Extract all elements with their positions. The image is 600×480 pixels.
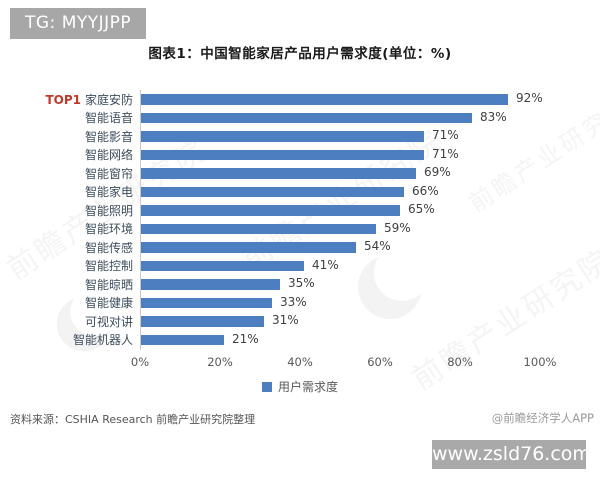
value-label: 71% <box>432 146 459 161</box>
x-tick-label: 0% <box>130 355 150 369</box>
bar-track: 59% <box>140 220 570 239</box>
bar-track: 71% <box>140 127 570 146</box>
bar-row: 智能网络 71% <box>0 146 600 165</box>
bar-track: 21% <box>140 331 570 350</box>
bar-track: 54% <box>140 238 570 257</box>
category-label: 智能健康 <box>84 296 133 311</box>
y-axis-line <box>140 90 141 350</box>
x-tick-label: 60% <box>367 355 393 369</box>
top1-tag: TOP1 <box>45 92 81 107</box>
bar-row: 智能控制 41% <box>0 257 600 276</box>
tg-watermark-badge: TG: MYYJJPP <box>10 8 147 39</box>
bar-row: 智能影音 71% <box>0 127 600 146</box>
category-label: 智能网络 <box>84 148 133 163</box>
category-label: 智能家电 <box>84 185 133 200</box>
bar-row: 智能语音 83% <box>0 109 600 128</box>
value-label: 21% <box>232 331 259 346</box>
category-label: 智能照明 <box>84 203 133 218</box>
value-label: 33% <box>280 294 307 309</box>
bar <box>140 186 404 197</box>
category-label: 智能影音 <box>84 129 133 144</box>
category-label: 智能机器人 <box>72 333 133 348</box>
bar-track: 66% <box>140 183 570 202</box>
bar-track: 41% <box>140 257 570 276</box>
bar-row: 智能家电 66% <box>0 183 600 202</box>
bar-track: 69% <box>140 164 570 183</box>
category-label: 智能传感 <box>84 240 133 255</box>
category-label: 智能控制 <box>84 259 133 274</box>
category-label: 智能窗帘 <box>84 166 133 181</box>
x-tick-label: 40% <box>287 355 313 369</box>
bar <box>140 94 508 105</box>
value-label: 92% <box>516 91 543 105</box>
category-label: 可视对讲 <box>84 314 133 329</box>
credit-note: @前瞻经济学人APP <box>491 411 594 425</box>
value-label: 65% <box>408 202 435 216</box>
bar-row: 智能环境 59% <box>0 220 600 239</box>
bar <box>140 242 356 253</box>
bar-track: 65% <box>140 201 570 220</box>
value-label: 59% <box>384 220 411 235</box>
value-label: 83% <box>480 109 507 124</box>
legend: 用户需求度 <box>0 378 600 395</box>
bar-row: 智能健康 33% <box>0 294 600 313</box>
bar-track: 35% <box>140 275 570 294</box>
value-label: 41% <box>312 257 339 272</box>
legend-label: 用户需求度 <box>277 380 338 394</box>
bar-row: 智能照明 65% <box>0 201 600 220</box>
bar <box>140 131 424 142</box>
category-label: TOP1 家庭安防 <box>45 92 133 107</box>
value-label: 71% <box>432 128 459 142</box>
category-label: 智能语音 <box>84 111 133 126</box>
chart-title: 图表1：中国智能家居产品用户需求度(单位：%) <box>148 46 452 62</box>
value-label: 66% <box>412 183 439 198</box>
category-label: 智能晾晒 <box>84 277 133 292</box>
bar-row: 可视对讲 31% <box>0 312 600 331</box>
bar-rows: TOP1 家庭安防 92% 智能语音 83% 智能影音 71% 智能网络 71% 智能窗帘 69% 智… <box>0 90 600 349</box>
bar-track: 71% <box>140 146 570 165</box>
bar-row: TOP1 家庭安防 92% <box>0 90 600 109</box>
bar-row: 智能传感 54% <box>0 238 600 257</box>
category-label: 智能环境 <box>84 222 133 237</box>
value-label: 54% <box>364 239 391 253</box>
x-tick-label: 80% <box>447 355 473 369</box>
bar <box>140 149 424 160</box>
bar <box>140 279 280 290</box>
bar-track: 83% <box>140 109 570 128</box>
bar-row: 智能窗帘 69% <box>0 164 600 183</box>
x-tick-label: 100% <box>523 355 557 369</box>
bar <box>140 223 376 234</box>
source-note: 资料来源：CSHIA Research 前瞻产业研究院整理 <box>10 413 256 426</box>
bar <box>140 297 272 308</box>
bar <box>140 168 416 179</box>
bar-row: 智能晾晒 35% <box>0 275 600 294</box>
bar <box>140 112 472 123</box>
bar-track: 92% <box>140 90 570 109</box>
legend-swatch-icon <box>261 381 272 392</box>
bar-track: 33% <box>140 294 570 313</box>
site-watermark-box: www.zsld76.com <box>432 440 591 469</box>
value-label: 35% <box>288 276 315 290</box>
bar <box>140 334 224 345</box>
bar-track: 31% <box>140 312 570 331</box>
bar-row: 智能机器人 21% <box>0 331 600 350</box>
value-label: 31% <box>272 313 299 327</box>
value-label: 69% <box>424 165 451 179</box>
bar <box>140 260 304 271</box>
x-tick-label: 20% <box>207 355 233 369</box>
bar <box>140 205 400 216</box>
bar <box>140 316 264 327</box>
x-axis: 0% 20% 40% 60% 80% 100% <box>131 355 557 371</box>
